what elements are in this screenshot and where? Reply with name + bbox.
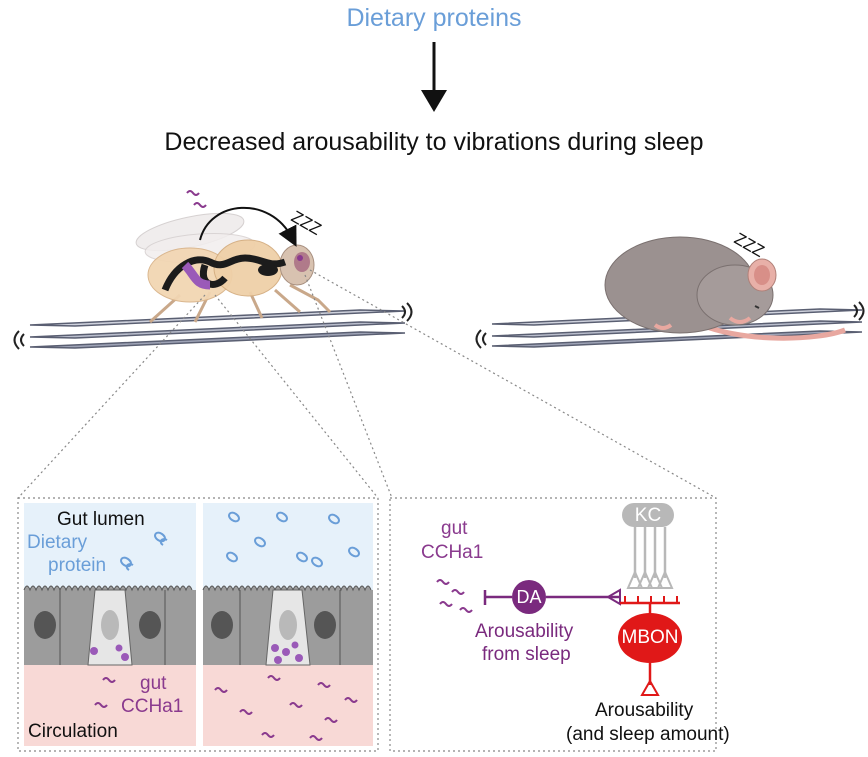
mbon-label: MBON [621, 627, 679, 648]
da-effect-label-line1: Arousability [475, 621, 574, 642]
brain-peptide-label-line1: gut [441, 518, 468, 539]
gut-peptide-label-line1: gut [140, 673, 167, 694]
brain-panel [389, 497, 717, 752]
outcome-label: Decreased arousability to vibrations dur… [164, 128, 704, 156]
da-label: DA [516, 587, 542, 607]
zoom-lines [17, 269, 717, 499]
down-arrow [421, 42, 447, 112]
mbon-neuron [618, 613, 682, 663]
vibration-icon [482, 332, 487, 346]
gut-lumen-label: Gut lumen [57, 509, 145, 530]
kc-neurons [622, 503, 674, 527]
mouse-illustration [604, 236, 846, 341]
gut-panel [17, 497, 379, 752]
fly-sleep-mark: ZZZ [288, 207, 324, 239]
kc-label: KC [634, 505, 662, 526]
fly-vibration-platform [13, 302, 413, 350]
input-label: Dietary proteins [346, 4, 522, 32]
dietary-protein-label-line1: Dietary [27, 532, 88, 553]
vibration-icon [401, 305, 406, 319]
circulation-label: Circulation [28, 721, 118, 742]
mbon-effect-label-line2: (and sleep amount) [566, 724, 730, 745]
brain-peptide-label-line2: CCHa1 [421, 542, 484, 563]
vibration-icon [20, 333, 25, 347]
vibration-icon [853, 304, 858, 318]
mbon-effect-label-line1: Arousability [595, 700, 694, 721]
da-effect-label-line2: from sleep [482, 644, 571, 665]
dietary-protein-label-line2: protein [48, 555, 107, 576]
gut-peptide-label-line2: CCHa1 [121, 696, 184, 717]
da-neuron [512, 580, 546, 614]
